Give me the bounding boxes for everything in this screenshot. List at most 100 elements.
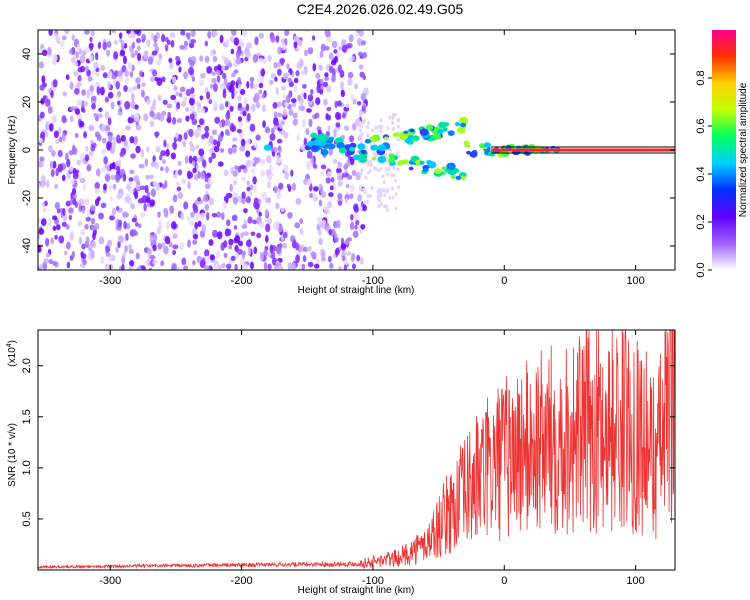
noise-cell <box>183 132 188 141</box>
noise-cell <box>377 198 381 203</box>
noise-cell <box>135 145 141 154</box>
noise-cell <box>363 189 367 194</box>
noise-cell <box>169 205 175 214</box>
signal-cell <box>336 142 345 149</box>
noise-cell <box>230 30 235 34</box>
y-tick-label: 1.0 <box>21 460 33 475</box>
noise-cell <box>388 195 392 200</box>
noise-cell <box>111 141 116 150</box>
signal-cell <box>466 150 471 155</box>
noise-cell <box>331 40 338 49</box>
signal-cell <box>443 122 450 127</box>
noise-cell <box>239 164 246 170</box>
noise-cell <box>213 264 220 270</box>
noise-cell <box>369 159 373 164</box>
noise-cell <box>192 167 197 174</box>
noise-cell <box>97 196 101 202</box>
noise-cell <box>228 244 233 250</box>
noise-cell <box>149 234 154 243</box>
noise-cell <box>129 32 135 39</box>
noise-cell <box>263 262 268 270</box>
noise-cell <box>360 168 364 173</box>
noise-cell <box>39 111 45 119</box>
signal-cell <box>383 136 389 141</box>
noise-cell <box>197 157 201 163</box>
noise-cell <box>62 207 66 216</box>
noise-cell <box>83 101 89 107</box>
noise-cell <box>294 222 301 229</box>
noise-cell <box>38 216 41 225</box>
noise-cell <box>172 194 178 203</box>
noise-cell <box>166 143 170 149</box>
noise-cell <box>344 239 350 246</box>
noise-cell <box>172 249 177 256</box>
noise-cell <box>116 100 121 106</box>
noise-cell <box>356 100 362 106</box>
noise-cell <box>325 177 331 184</box>
noise-cell <box>94 131 100 138</box>
noise-cell <box>115 246 119 253</box>
noise-cell <box>111 207 117 216</box>
noise-cell <box>134 222 139 227</box>
noise-cell <box>190 211 195 218</box>
noise-cell <box>131 217 138 223</box>
noise-cell <box>204 175 209 183</box>
signal-cell <box>388 153 395 159</box>
noise-cell <box>205 130 209 139</box>
noise-cell <box>124 100 131 110</box>
noise-cell <box>191 76 196 82</box>
signal-cell <box>465 143 471 149</box>
noise-cell <box>107 70 113 79</box>
noise-cell <box>246 186 251 192</box>
noise-cell <box>176 265 182 270</box>
noise-cell <box>204 55 210 63</box>
noise-cell <box>189 113 195 120</box>
noise-cell <box>193 204 199 214</box>
noise-cell <box>200 107 206 114</box>
noise-cell <box>61 132 66 141</box>
signal-cell <box>455 175 462 180</box>
noise-cell <box>123 84 128 93</box>
noise-cell <box>199 212 206 220</box>
noise-cell <box>376 189 380 194</box>
noise-cell <box>324 76 329 81</box>
noise-cell <box>209 83 214 89</box>
noise-cell <box>129 136 135 144</box>
noise-cell <box>105 263 110 270</box>
signal-cell <box>447 130 455 136</box>
noise-cell <box>54 201 60 210</box>
noise-cell <box>187 181 191 189</box>
noise-cell <box>154 161 159 170</box>
noise-cell <box>97 113 103 118</box>
noise-cell <box>253 246 258 255</box>
x-tick-label: -200 <box>231 275 253 287</box>
noise-cell <box>108 255 113 263</box>
noise-cell <box>38 160 44 168</box>
noise-cell <box>100 123 106 133</box>
noise-cell <box>73 88 80 95</box>
noise-cell <box>337 172 343 182</box>
noise-cell <box>335 122 341 128</box>
noise-cell <box>40 174 46 182</box>
noise-cell <box>176 186 182 192</box>
signal-cell <box>357 143 366 150</box>
x-tick-label: 100 <box>626 575 644 587</box>
noise-cell <box>319 50 324 59</box>
signal-cell <box>407 134 414 140</box>
noise-cell <box>391 195 395 200</box>
noise-cell <box>240 138 246 147</box>
noise-cell <box>90 204 96 212</box>
noise-cell <box>245 50 252 59</box>
noise-cell <box>128 117 134 124</box>
noise-cell <box>54 234 58 240</box>
noise-cell <box>116 134 121 143</box>
noise-cell <box>189 141 194 147</box>
signal-cell <box>311 144 319 151</box>
noise-cell <box>353 203 359 212</box>
noise-cell <box>320 190 327 198</box>
noise-cell <box>340 243 347 250</box>
noise-cell <box>300 69 307 76</box>
noise-cell <box>232 148 237 154</box>
noise-cell <box>45 252 51 258</box>
noise-cell <box>39 156 45 163</box>
